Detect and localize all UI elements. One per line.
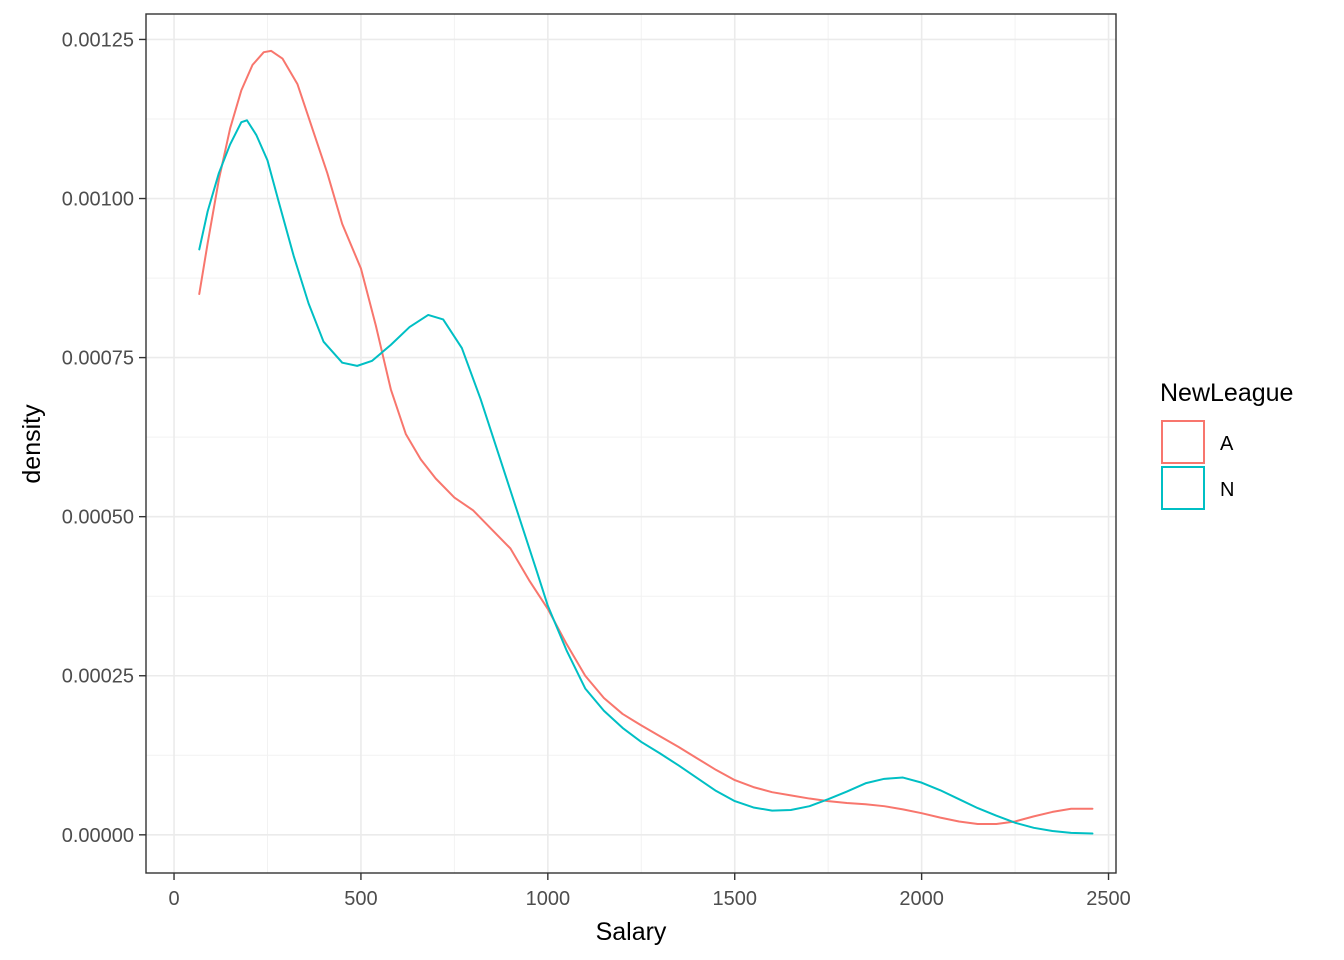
legend-label-N: N xyxy=(1220,479,1234,501)
x-axis-title: Salary xyxy=(596,918,667,946)
density-lines xyxy=(198,49,1094,835)
y-tick-label: 0.00025 xyxy=(62,666,134,688)
y-axis-title: density xyxy=(18,404,46,484)
minor-gridlines xyxy=(146,14,1116,873)
y-tick-label: 0.00125 xyxy=(62,29,134,51)
x-tick-label: 1000 xyxy=(526,888,571,910)
legend-label-A: A xyxy=(1220,433,1234,455)
plot-panel-border xyxy=(145,13,1117,874)
major-gridlines xyxy=(146,14,1116,873)
y-tick-label: 0.00050 xyxy=(62,507,134,529)
x-tick-label: 1500 xyxy=(712,888,757,910)
x-axis: 0 500 1000 1500 2000 2500 xyxy=(168,873,1131,910)
y-tick-label: 0.00100 xyxy=(62,189,134,211)
series-line-A xyxy=(198,49,1094,826)
legend: NewLeague AN xyxy=(1160,379,1293,510)
legend-key-N xyxy=(1161,466,1205,510)
x-tick-label: 2000 xyxy=(899,888,944,910)
x-tick-label: 0 xyxy=(168,888,179,910)
legend-key-A xyxy=(1161,420,1205,464)
y-tick-label: 0.00075 xyxy=(62,348,134,370)
legend-items: AN xyxy=(1161,420,1234,510)
x-tick-label: 2500 xyxy=(1086,888,1131,910)
series-line-N xyxy=(198,119,1094,835)
plot-background xyxy=(146,14,1116,873)
y-axis: 0.00000 0.00025 0.00050 0.00075 0.00100 0.001… xyxy=(62,29,146,847)
legend-title: NewLeague xyxy=(1160,379,1293,407)
x-tick-label: 500 xyxy=(344,888,377,910)
y-tick-label: 0.00000 xyxy=(62,825,134,847)
